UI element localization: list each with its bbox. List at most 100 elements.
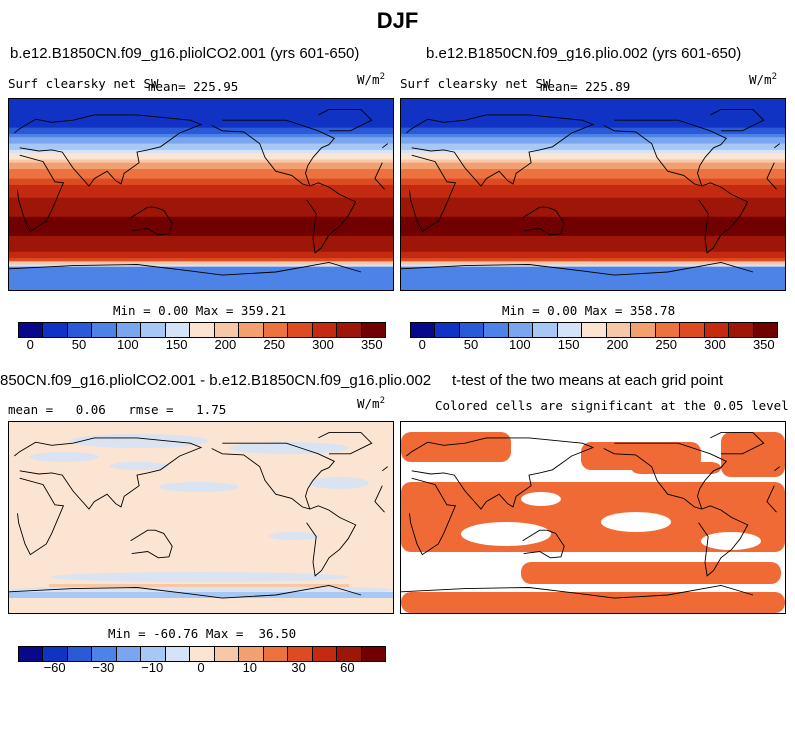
zonal-band — [9, 143, 393, 148]
coastline — [14, 114, 388, 187]
colorbar-swatch — [190, 323, 215, 337]
zonal-band — [401, 200, 785, 205]
panel2-mean: mean= 225.89 — [540, 79, 631, 94]
colorbar-swatch — [508, 323, 534, 337]
season-title: DJF — [376, 8, 419, 33]
panel1-map — [8, 98, 394, 291]
colorbar-swatch — [43, 323, 68, 337]
zonal-band — [9, 219, 393, 224]
zonal-band — [9, 264, 393, 269]
antarctic-region — [9, 266, 393, 290]
zonal-band — [9, 175, 393, 180]
colorbar-swatch — [533, 323, 558, 337]
zonal-band — [401, 229, 785, 234]
colorbar-swatch — [263, 323, 289, 337]
colorbar-tick-label: 50 — [463, 337, 479, 352]
colorbar-swatch — [92, 647, 117, 661]
zonal-band — [9, 197, 393, 202]
colorbar-swatch — [582, 323, 607, 337]
zonal-band — [9, 137, 393, 141]
colorbar-swatch — [459, 323, 485, 337]
panel1-variable: Surf clearsky net SW — [8, 76, 159, 91]
panel4-map — [400, 421, 786, 614]
zonal-band — [401, 178, 785, 183]
zonal-band — [401, 172, 785, 176]
colorbar-swatch — [729, 323, 754, 337]
colorbar-swatch — [165, 647, 191, 661]
colorbar-tick-label: 0 — [197, 660, 205, 675]
coastline — [522, 206, 565, 236]
zonal-band — [401, 146, 785, 151]
diff-anomaly — [29, 452, 99, 462]
colorbar-swatch — [165, 323, 191, 337]
zonal-band — [9, 146, 393, 151]
zonal-band — [401, 191, 785, 196]
zonal-band — [9, 226, 393, 231]
significant-cells — [401, 432, 511, 462]
zonal-band — [401, 194, 785, 199]
zonal-band — [9, 165, 393, 170]
zonal-band — [9, 254, 393, 259]
zonal-band — [401, 143, 785, 148]
colorbar-swatch — [435, 323, 460, 337]
panel4-map-svg — [401, 432, 785, 613]
zonal-band — [9, 127, 393, 132]
colorbar-swatch — [337, 323, 362, 337]
panel2-colorbar — [410, 322, 778, 338]
panel2-minmax: Min = 0.00 Max = 358.78 — [502, 303, 676, 318]
zonal-band — [9, 124, 393, 129]
zonal-band — [9, 261, 393, 266]
colorbar-tick-label: 250 — [263, 337, 286, 352]
zonal-band — [9, 140, 393, 145]
panel2-map-svg — [401, 99, 785, 290]
zonal-band — [9, 210, 393, 215]
diff-anomaly — [49, 572, 349, 582]
colorbar-tick-label: 350 — [752, 337, 775, 352]
zonal-band — [9, 134, 393, 138]
panel3-title: 850CN.f09_g16.pliolCO2.001 - b.e12.B1850… — [0, 372, 432, 389]
colorbar-swatch — [214, 323, 240, 337]
zonal-band — [401, 162, 785, 167]
zonal-band — [9, 245, 393, 250]
panel3-minmax: Min = -60.76 Max = 36.50 — [108, 626, 297, 641]
antarctic-region — [401, 266, 785, 290]
non-significant-area — [461, 522, 551, 546]
colorbar-swatch — [337, 647, 362, 661]
colorbar-tick-label: 100 — [508, 337, 531, 352]
zonal-band — [401, 223, 785, 227]
zonal-band — [9, 159, 393, 164]
colorbar-tick-label: −30 — [92, 660, 115, 675]
zonal-band — [9, 191, 393, 196]
zonal-band — [401, 210, 785, 215]
coastline — [318, 109, 373, 132]
coastline — [406, 114, 780, 187]
coastline — [710, 109, 765, 132]
non-significant-area — [601, 512, 671, 532]
zonal-band — [9, 178, 393, 183]
zonal-band — [401, 245, 785, 250]
zonal-band — [9, 251, 393, 256]
zonal-band — [401, 258, 785, 262]
colorbar-swatch — [361, 323, 386, 337]
coastline — [603, 119, 728, 187]
zonal-band — [401, 140, 785, 145]
diff-anomaly — [69, 434, 209, 448]
colorbar-tick-label: 0 — [418, 337, 426, 352]
zonal-band — [9, 213, 393, 218]
zonal-band — [9, 235, 393, 240]
zonal-band — [9, 184, 393, 189]
coastline — [401, 261, 754, 276]
zonal-band — [9, 162, 393, 167]
zonal-band — [9, 149, 393, 154]
diff-anomaly — [109, 462, 169, 470]
colorbar-tick-label: 0 — [26, 337, 34, 352]
coastline — [710, 432, 765, 455]
zonal-band — [401, 239, 785, 243]
colorbar-swatch — [239, 647, 264, 661]
panel1-colorbar — [18, 322, 386, 338]
colorbar-tick-label: 100 — [116, 337, 139, 352]
diff-anomaly — [229, 442, 349, 454]
zonal-band — [9, 194, 393, 199]
zonal-band — [401, 159, 785, 164]
zonal-band — [9, 188, 393, 192]
